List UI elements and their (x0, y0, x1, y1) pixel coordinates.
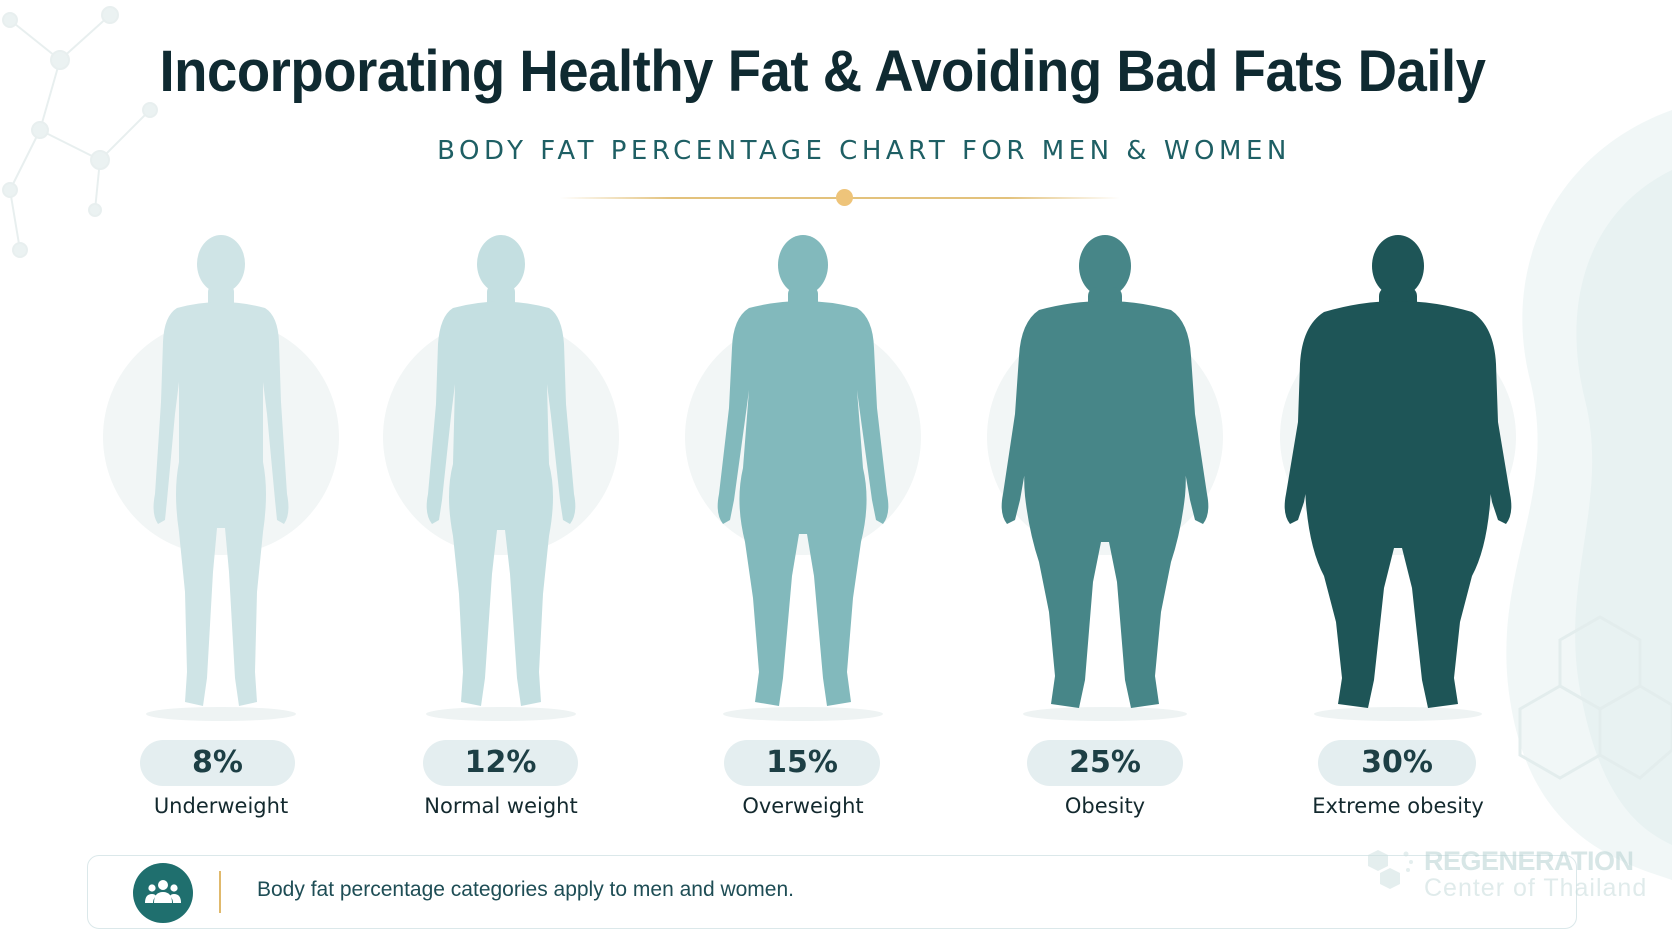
watermark-text-line2: Center of Thailand (1424, 874, 1648, 902)
body-figure-extreme-obesity (1268, 232, 1528, 732)
fat-percent-badge: 15% (724, 740, 880, 786)
category-label: Overweight (742, 794, 864, 818)
note-text: Body fat percentage categories apply to … (257, 878, 794, 901)
note-separator (219, 871, 221, 913)
people-group-icon (133, 863, 193, 923)
silhouette-icon (987, 235, 1223, 721)
silhouette-icon (1280, 235, 1516, 721)
watermark-logo: REGENERATION Center of Thailand (1364, 846, 1664, 906)
fat-percent-badge: 30% (1318, 740, 1476, 786)
fat-percent-badge: 8% (140, 740, 295, 786)
fat-percent-badge: 25% (1027, 740, 1183, 786)
category-label: Normal weight (424, 794, 578, 818)
body-figure-normal-weight (371, 232, 631, 732)
body-figure-obesity (975, 232, 1235, 732)
fat-percent-badge: 12% (423, 740, 578, 786)
silhouette-icon (103, 235, 339, 721)
page-subtitle: BODY FAT PERCENTAGE CHART FOR MEN & WOME… (437, 136, 1291, 166)
info-note-box (87, 855, 1577, 929)
silhouette-icon (383, 235, 619, 721)
watermark-text-line1: REGENERATION (1424, 846, 1634, 876)
body-figure-underweight (91, 232, 351, 732)
silhouette-icon (685, 235, 921, 721)
category-label: Extreme obesity (1312, 794, 1484, 818)
category-label: Obesity (1064, 794, 1146, 818)
divider-dot (836, 189, 853, 206)
page-title: Incorporating Healthy Fat & Avoiding Bad… (159, 39, 1486, 104)
category-label: Underweight (153, 794, 289, 818)
body-figure-overweight (673, 232, 933, 732)
